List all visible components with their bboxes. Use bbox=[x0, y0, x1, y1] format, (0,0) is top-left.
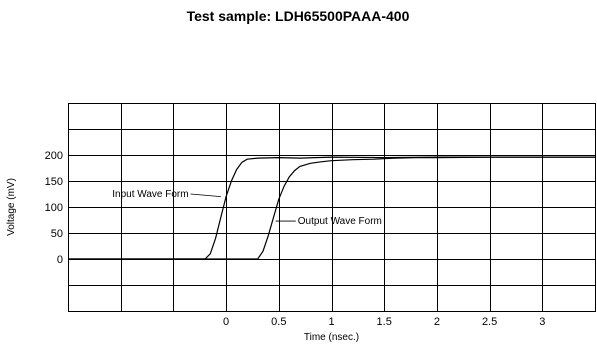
series-line-output bbox=[68, 156, 595, 260]
x-tick-label: 3 bbox=[539, 316, 545, 328]
y-tick-label: 200 bbox=[45, 150, 63, 162]
y-tick-label: 50 bbox=[51, 228, 63, 240]
annotations: Input Wave Form Output Wave Form bbox=[112, 189, 382, 227]
y-tick-label: 0 bbox=[57, 254, 63, 266]
x-tick-label: 0.5 bbox=[271, 316, 286, 328]
annotation-leader bbox=[190, 193, 221, 197]
tick-labels: 0 0.5 1 1.5 2 2.5 3 0 50 100 150 200 bbox=[45, 150, 546, 328]
x-tick-label: 2.5 bbox=[482, 316, 497, 328]
y-tick-label: 150 bbox=[45, 176, 63, 188]
annotation-label: Output Wave Form bbox=[298, 216, 382, 227]
x-axis-label: Time (nsec.) bbox=[304, 332, 359, 343]
y-tick-label: 100 bbox=[45, 202, 63, 214]
chart-title: Test sample: LDH65500PAAA-400 bbox=[187, 8, 410, 24]
annotation-label: Input Wave Form bbox=[112, 189, 188, 200]
grid bbox=[68, 103, 596, 312]
x-tick-label: 2 bbox=[434, 316, 440, 328]
x-tick-label: 0 bbox=[223, 316, 229, 328]
x-tick-label: 1 bbox=[328, 316, 334, 328]
y-axis-label: Voltage (mV) bbox=[6, 178, 17, 236]
x-tick-label: 1.5 bbox=[377, 316, 392, 328]
series-group bbox=[68, 156, 595, 260]
plot-frame bbox=[68, 103, 596, 312]
series-line-input bbox=[68, 156, 595, 260]
